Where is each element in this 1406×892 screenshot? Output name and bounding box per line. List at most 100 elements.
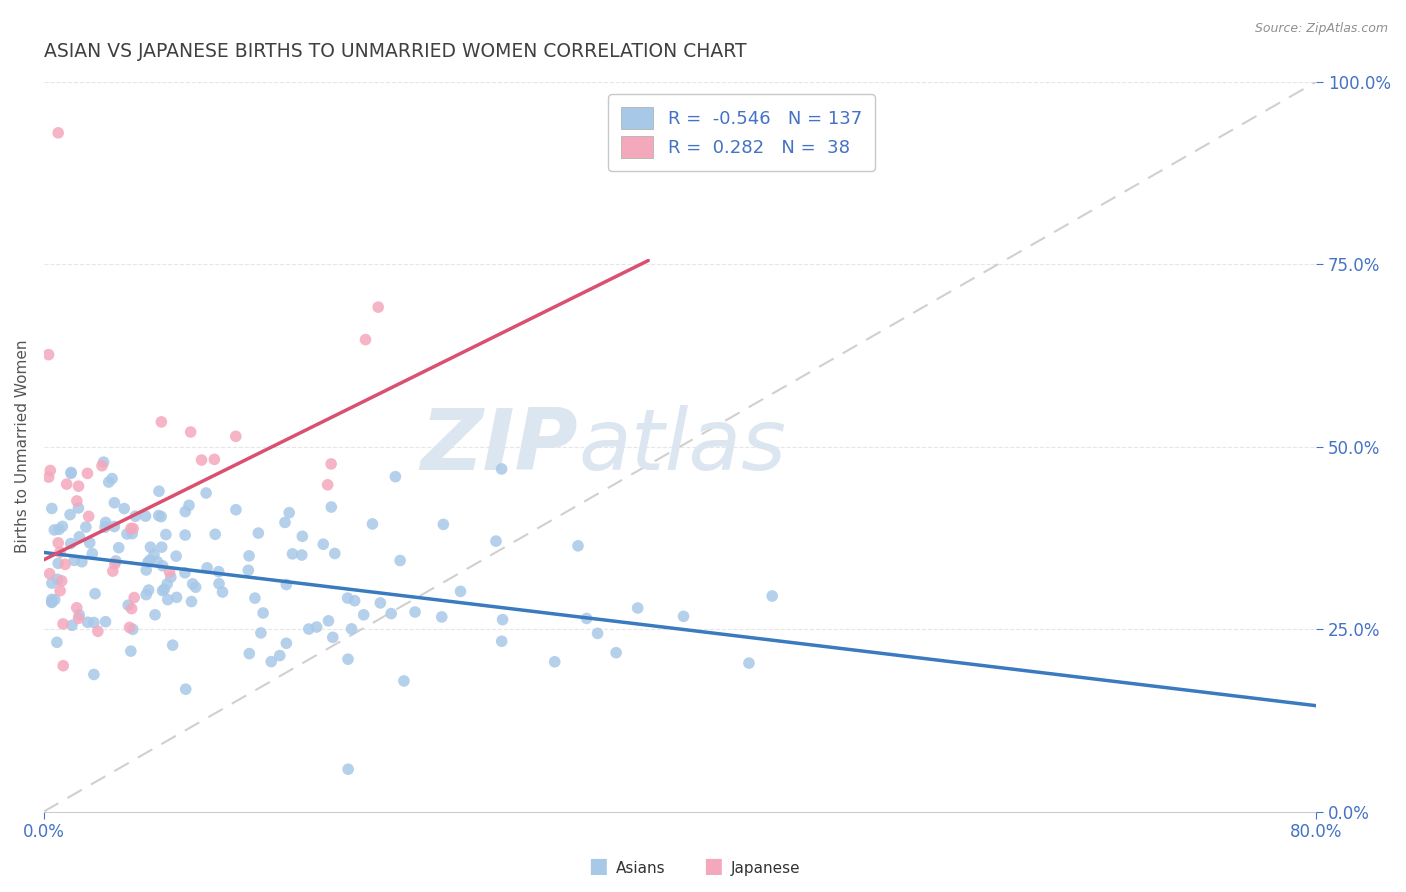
Point	[93, 455, 115, 469]
Point	[343, 593, 366, 607]
Point	[162, 638, 184, 652]
Point	[107, 541, 129, 555]
Point	[135, 563, 157, 577]
Point	[160, 570, 183, 584]
Point	[77, 509, 100, 524]
Point	[291, 548, 314, 562]
Point	[370, 596, 392, 610]
Point	[152, 558, 174, 573]
Point	[195, 486, 218, 500]
Point	[392, 673, 415, 688]
Point	[63, 553, 86, 567]
Point	[67, 611, 90, 625]
Point	[59, 536, 82, 550]
Point	[195, 561, 218, 575]
Point	[124, 509, 146, 524]
Point	[59, 508, 82, 522]
Text: ■: ■	[703, 856, 723, 876]
Point	[117, 598, 139, 612]
Point	[605, 646, 627, 660]
Point	[66, 494, 89, 508]
Point	[174, 505, 197, 519]
Point	[94, 516, 117, 530]
Point	[52, 658, 75, 673]
Point	[103, 519, 125, 533]
Point	[252, 606, 274, 620]
Point	[298, 622, 321, 636]
Point	[208, 565, 231, 579]
Point	[575, 611, 598, 625]
Point	[44, 592, 66, 607]
Point	[155, 527, 177, 541]
Text: ■: ■	[588, 856, 607, 876]
Text: Asians: Asians	[616, 861, 665, 876]
Point	[94, 615, 117, 629]
Point	[112, 501, 135, 516]
Point	[153, 582, 176, 597]
Point	[48, 522, 70, 536]
Point	[274, 516, 297, 530]
Text: atlas: atlas	[578, 405, 786, 488]
Point	[361, 516, 384, 531]
Point	[150, 415, 173, 429]
Point	[46, 573, 69, 587]
Point	[146, 555, 169, 569]
Point	[544, 655, 567, 669]
Point	[84, 587, 107, 601]
Point	[104, 557, 127, 571]
Point	[166, 591, 188, 605]
Point	[291, 529, 314, 543]
Point	[138, 582, 160, 597]
Point	[367, 300, 389, 314]
Point	[281, 547, 304, 561]
Point	[276, 636, 298, 650]
Point	[67, 530, 90, 544]
Point	[121, 623, 143, 637]
Point	[118, 620, 141, 634]
Point	[135, 588, 157, 602]
Point	[44, 523, 66, 537]
Point	[38, 348, 60, 362]
Point	[247, 526, 270, 541]
Point	[75, 520, 97, 534]
Point	[204, 527, 226, 541]
Point	[55, 477, 77, 491]
Point	[354, 333, 377, 347]
Point	[174, 682, 197, 697]
Point	[243, 591, 266, 606]
Point	[41, 576, 63, 591]
Point	[49, 545, 72, 559]
Point	[120, 521, 142, 535]
Text: Japanese: Japanese	[731, 861, 801, 876]
Point	[238, 647, 260, 661]
Point	[485, 534, 508, 549]
Point	[83, 615, 105, 630]
Point	[148, 508, 170, 523]
Point	[139, 540, 162, 554]
Point	[79, 536, 101, 550]
Point	[269, 648, 291, 663]
Text: ASIAN VS JAPANESE BIRTHS TO UNMARRIED WOMEN CORRELATION CHART: ASIAN VS JAPANESE BIRTHS TO UNMARRIED WO…	[44, 42, 747, 61]
Point	[70, 555, 93, 569]
Point	[152, 583, 174, 598]
Point	[180, 594, 202, 608]
Point	[305, 620, 328, 634]
Point	[41, 501, 63, 516]
Point	[143, 548, 166, 562]
Point	[627, 601, 650, 615]
Point	[104, 554, 127, 568]
Point	[60, 618, 83, 632]
Point	[177, 498, 200, 512]
Point	[91, 458, 114, 473]
Point	[122, 522, 145, 536]
Point	[46, 557, 69, 571]
Point	[432, 517, 454, 532]
Point	[322, 631, 344, 645]
Point	[67, 479, 90, 493]
Legend: R =  -0.546   N = 137, R =  0.282   N =  38: R = -0.546 N = 137, R = 0.282 N = 38	[609, 95, 875, 171]
Point	[52, 616, 75, 631]
Point	[67, 607, 90, 622]
Point	[353, 607, 375, 622]
Point	[337, 762, 360, 776]
Point	[260, 655, 283, 669]
